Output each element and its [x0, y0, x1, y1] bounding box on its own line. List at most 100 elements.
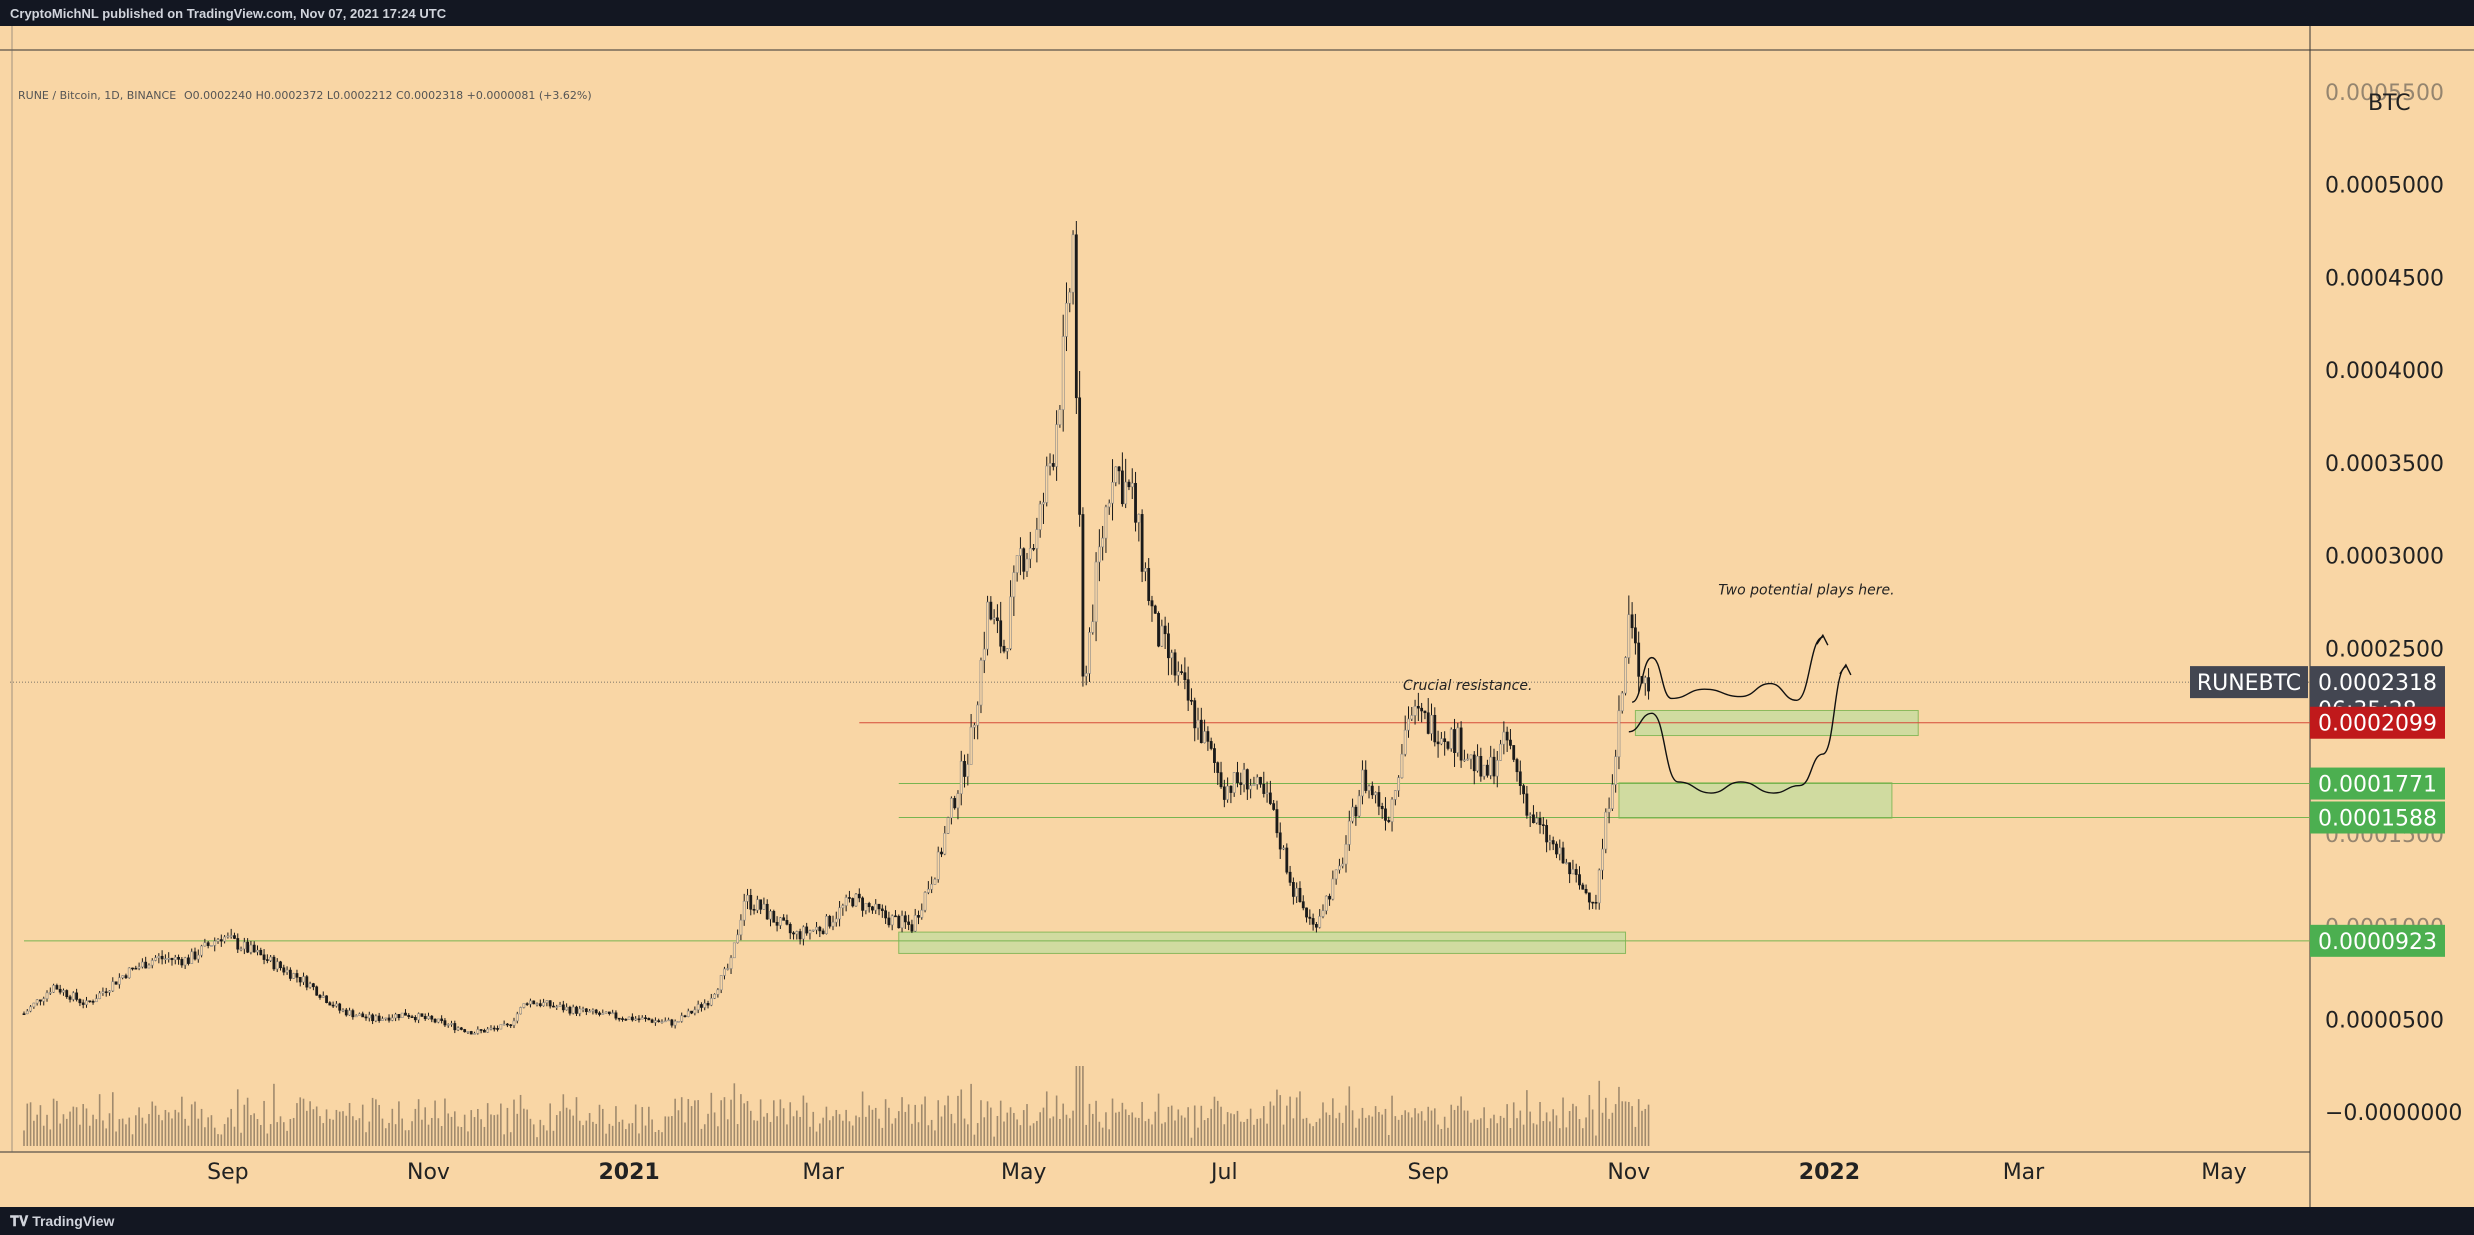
candle	[1170, 652, 1174, 659]
candle	[42, 998, 46, 1002]
candle	[657, 1020, 661, 1023]
volume-bar	[1226, 1112, 1229, 1146]
candle	[1206, 731, 1210, 742]
volume-bar	[1269, 1101, 1272, 1146]
level-lines	[10, 681, 2310, 942]
volume-bar	[703, 1124, 706, 1146]
candle	[693, 1009, 697, 1014]
candle	[1426, 712, 1430, 734]
candle	[1282, 847, 1285, 850]
candle	[75, 992, 79, 1000]
volume-bar	[398, 1101, 400, 1146]
volume-bar	[1605, 1097, 1607, 1146]
candle	[999, 620, 1003, 647]
candle	[1390, 799, 1394, 822]
candle	[443, 1020, 447, 1026]
candle	[249, 944, 253, 953]
volume-bar	[1279, 1095, 1282, 1146]
volume-bar	[792, 1116, 795, 1146]
candle	[584, 1008, 588, 1012]
volume-bar	[417, 1099, 420, 1146]
candle	[157, 955, 161, 959]
volume-bar	[1009, 1107, 1012, 1146]
volume-bar	[161, 1120, 163, 1146]
candle	[1265, 792, 1269, 795]
candle	[933, 879, 937, 885]
volume-bar	[944, 1105, 946, 1146]
candle	[519, 1007, 522, 1015]
candle	[1541, 824, 1545, 826]
candle	[288, 969, 292, 979]
volume-bar	[598, 1104, 601, 1146]
candle	[611, 1012, 615, 1015]
volume-bar	[105, 1128, 108, 1146]
price-chart[interactable]: Crucial resistance. Two potential plays h…	[0, 26, 2474, 1207]
candle	[982, 648, 986, 661]
volume-bar	[1309, 1123, 1311, 1146]
candle	[1328, 895, 1331, 900]
volume-bar	[1614, 1104, 1617, 1146]
volume-bar	[1526, 1090, 1528, 1146]
candle	[1436, 741, 1440, 745]
candle	[210, 945, 213, 947]
volume-bar	[868, 1105, 870, 1146]
level-tag-text-support-3: 0.0000923	[2318, 930, 2437, 955]
volume-bar	[384, 1128, 387, 1146]
chart-area[interactable]: Crucial resistance. Two potential plays h…	[0, 26, 2474, 1207]
volume-bar	[282, 1122, 285, 1146]
candle	[489, 1027, 493, 1030]
volume-bar	[825, 1106, 828, 1146]
candle	[1065, 302, 1068, 337]
candle	[677, 1020, 680, 1023]
candle	[545, 1000, 549, 1003]
volume-bar	[710, 1092, 713, 1146]
candle	[1107, 502, 1111, 508]
price-axis[interactable]: 0.0005000 0.0004500 0.0004000 0.0003500 0.00…	[2325, 81, 2462, 1126]
volume-bar	[963, 1118, 966, 1146]
volume-bar	[108, 1113, 111, 1146]
candle	[108, 990, 111, 993]
candle	[1232, 772, 1236, 793]
volume-bar	[1549, 1121, 1551, 1146]
volume-bar	[473, 1117, 476, 1146]
volume-bar	[279, 1116, 282, 1146]
level-tag-text-support-2: 0.0001588	[2318, 806, 2437, 831]
volume-bar	[881, 1127, 884, 1146]
candle	[1361, 769, 1364, 797]
volume-bar	[1545, 1112, 1548, 1146]
level-tag-text-support-1: 0.0001771	[2318, 773, 2437, 798]
volume-bar	[1466, 1110, 1469, 1146]
candle	[127, 967, 131, 979]
candle	[219, 939, 223, 942]
volume-bar	[1335, 1118, 1337, 1146]
volume-bar	[1381, 1114, 1383, 1146]
candle	[976, 704, 980, 726]
volume-bar	[151, 1101, 154, 1146]
volume-bar	[144, 1123, 147, 1146]
volume-bar	[799, 1116, 801, 1146]
candle	[772, 911, 776, 923]
candle	[361, 1013, 365, 1018]
candle	[1199, 719, 1203, 744]
volume-bar	[1427, 1106, 1430, 1146]
candle	[223, 936, 227, 942]
candle	[1456, 727, 1460, 753]
candle	[561, 1004, 565, 1011]
volume-bar	[506, 1107, 509, 1146]
volume-bar	[1039, 1112, 1041, 1146]
volume-bar	[970, 1083, 972, 1146]
volume-bar	[1371, 1116, 1374, 1146]
volume-bar	[1049, 1118, 1051, 1146]
volume-bar	[381, 1118, 384, 1146]
volume-bar	[1059, 1118, 1061, 1146]
volume-bar	[651, 1119, 653, 1146]
volume-bar	[1483, 1107, 1485, 1146]
volume-bar	[1628, 1101, 1630, 1146]
candle	[1176, 671, 1180, 676]
volume-bar	[1177, 1109, 1180, 1146]
volume-bar	[1013, 1112, 1015, 1146]
volume-bar	[529, 1118, 532, 1146]
time-axis[interactable]: Sep Nov 2021 Mar May Jul Sep Nov 2022 Mar May	[207, 1160, 2247, 1185]
candle	[325, 995, 328, 1003]
volume-bar	[230, 1108, 232, 1146]
